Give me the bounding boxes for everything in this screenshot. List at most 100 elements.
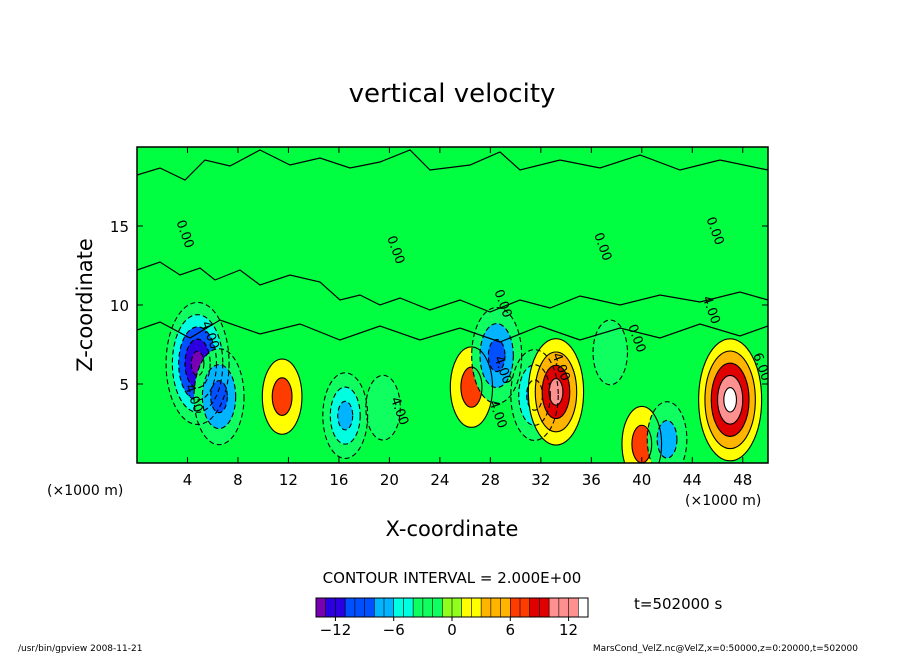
feature-0-contour-0 — [165, 301, 230, 426]
feature-2-level-1 — [272, 377, 293, 416]
feature-3-level-2 — [337, 401, 353, 430]
colorbar-segment — [422, 598, 434, 617]
y-tick-label: 15 — [110, 218, 129, 236]
colorbar-segment — [568, 598, 579, 617]
colorbar-segment — [364, 598, 375, 617]
feature-1-contour-1 — [201, 364, 237, 430]
colorbar-tick-label: 0 — [447, 621, 457, 639]
colorbar-segment — [549, 598, 560, 617]
feature-5-contour-1 — [460, 366, 483, 408]
colorbar-segment — [345, 598, 356, 617]
feature-3-contour-0 — [322, 372, 369, 459]
colorbar-segment — [558, 598, 570, 617]
x-tick-label: 48 — [733, 471, 752, 489]
colorbar-segment — [461, 598, 472, 617]
colorbar: −12 −6 0 6 12 — [315, 597, 589, 639]
feature-0-contour-1 — [171, 314, 224, 413]
colorbar-segment — [393, 598, 404, 617]
x-tick-label: 16 — [329, 471, 348, 489]
colorbar-segment — [471, 598, 482, 617]
colorbar-segment — [325, 598, 336, 617]
feature-12-contour-0 — [698, 338, 763, 462]
blob-contours: 4.004.00 4.004.004.004.004.000.00 0.000.00… — [165, 215, 768, 463]
colorbar-segment — [510, 598, 521, 617]
x-tick-label: 20 — [380, 471, 399, 489]
x-tick-label: 44 — [683, 471, 702, 489]
feature-2-contour-0 — [261, 358, 303, 435]
feature-11-contour-1 — [656, 419, 678, 459]
colorbar-segment — [539, 598, 550, 617]
x-unit-left: (×1000 m) — [47, 483, 123, 499]
x-tick-label: 40 — [632, 471, 651, 489]
chart-title: vertical velocity — [349, 79, 556, 109]
feature-8-contour-2 — [541, 364, 571, 420]
contour-interval: CONTOUR INTERVAL = 2.000E+00 — [323, 569, 582, 587]
feature-6-contour-2 — [487, 339, 506, 373]
feature-6-level-2 — [488, 339, 506, 372]
colorbar-segment — [432, 598, 443, 617]
feature-6-contour-1 — [479, 323, 514, 389]
colorbar-tick-label: 6 — [506, 621, 516, 639]
colorbar-tick-label: 12 — [559, 621, 578, 639]
feature-8-contour-0 — [527, 338, 585, 446]
feature-10-contour-0 — [621, 405, 663, 463]
feature-7-contour-0 — [510, 349, 559, 442]
feature-0-contour-2 — [178, 326, 218, 401]
feature-4-contour-0 — [365, 374, 401, 441]
colorbar-segment — [442, 598, 453, 617]
feature-11-contour-0 — [646, 401, 688, 463]
y-tick-label: 10 — [110, 297, 129, 315]
feature-2-contour-1 — [271, 377, 293, 416]
x-tick-label: 12 — [279, 471, 298, 489]
feature-9-level-0 — [593, 320, 628, 385]
x-tick-label: 8 — [233, 471, 243, 489]
colorbar-tick-label: −12 — [320, 621, 352, 639]
x-tick-label: 28 — [481, 471, 500, 489]
colorbar-segment — [413, 598, 424, 617]
feature-3-contour-1 — [329, 386, 361, 445]
feature-3-contour-2 — [337, 400, 354, 431]
time-label: t=502000 s — [634, 595, 722, 613]
colorbar-segment — [500, 598, 511, 617]
x-tick-label: 4 — [183, 471, 193, 489]
colorbar-segment — [520, 598, 531, 617]
colorbar-segment — [316, 598, 327, 617]
contour-line-upper — [137, 149, 768, 181]
feature-1-level-2 — [210, 380, 228, 413]
x-tick-label: 36 — [582, 471, 601, 489]
x-unit-right: (×1000 m) — [685, 493, 761, 509]
contour-line-mid — [137, 261, 768, 313]
x-tick-label: 32 — [531, 471, 550, 489]
feature-1-contour-2 — [210, 380, 228, 414]
x-tick-label: 24 — [430, 471, 449, 489]
contour-line-lower — [137, 319, 768, 343]
footer-right: MarsCond_VelZ.nc@VelZ,x=0:50000,z=0:2000… — [593, 644, 858, 654]
feature-6-contour-0 — [471, 307, 523, 405]
feature-12-contour-4 — [723, 387, 737, 413]
footer-left: /usr/bin/gpview 2008-11-21 — [18, 644, 142, 654]
colorbar-segment — [335, 598, 346, 617]
x-axis-label: X-coordinate — [386, 517, 519, 541]
colorbar-segment — [452, 598, 463, 617]
contour-lines — [137, 149, 768, 343]
colorbar-segment — [481, 598, 492, 617]
colorbar-segment — [490, 598, 502, 617]
colorbar-segment — [354, 598, 366, 617]
feature-8-contour-3 — [548, 378, 564, 406]
feature-11-level-1 — [657, 420, 677, 459]
feature-0-contour-4 — [190, 350, 205, 377]
feature-10-level-1 — [631, 425, 652, 463]
feature-8-contour-1 — [534, 351, 578, 433]
y-tick-label: 5 — [119, 376, 129, 394]
feature-9-contour-0 — [592, 319, 628, 386]
feature-12-contour-2 — [710, 362, 750, 437]
colorbar-segment — [374, 598, 385, 617]
feature-8-level-3 — [549, 378, 563, 406]
y-axis-label: Z-coordinate — [73, 238, 97, 372]
feature-0-contour-3 — [184, 338, 211, 389]
feature-4-level-0 — [365, 375, 401, 441]
feature-12-level-4 — [723, 387, 737, 412]
feature-12-contour-3 — [716, 374, 744, 425]
colorbar-segment — [403, 598, 414, 617]
